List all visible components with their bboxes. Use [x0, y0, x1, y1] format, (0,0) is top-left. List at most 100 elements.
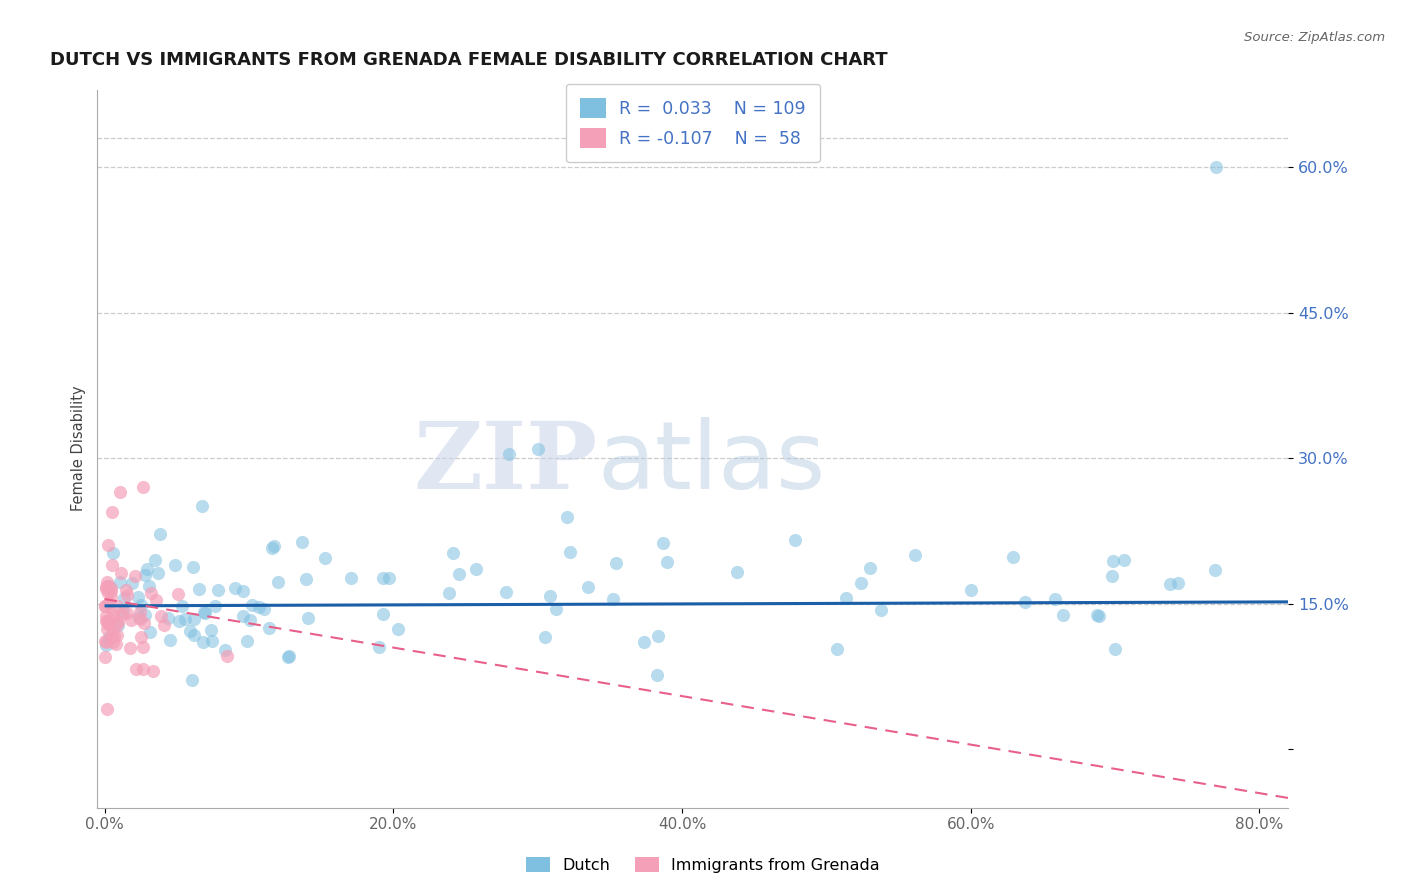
Point [291, 535, 314, 549]
Point [134, 568, 156, 582]
Point [1204, 563, 1226, 577]
Point [495, 584, 517, 599]
Point [138, 579, 160, 593]
Point [94, 599, 117, 614]
Point [191, 635, 214, 649]
Point [294, 572, 316, 586]
Point [100, 590, 122, 604]
Point [1114, 553, 1136, 567]
Point [538, 589, 561, 603]
Point [153, 618, 176, 632]
Point [193, 605, 215, 619]
Point [1014, 595, 1036, 609]
Point [96, 582, 118, 596]
Point [870, 603, 893, 617]
Point [236, 634, 259, 648]
Point [145, 553, 167, 567]
Point [129, 630, 152, 644]
Point [94, 635, 117, 649]
Point [118, 641, 141, 656]
Point [263, 539, 285, 553]
Point [97, 617, 120, 632]
Point [443, 546, 465, 560]
Point [725, 565, 748, 579]
Legend: R =  0.033    N = 109, R = -0.107    N =  58: R = 0.033 N = 109, R = -0.107 N = 58 [565, 84, 820, 162]
Point [339, 571, 361, 585]
Point [1045, 592, 1067, 607]
Point [128, 612, 150, 626]
Point [124, 568, 146, 582]
Point [859, 561, 882, 575]
Point [546, 602, 568, 616]
Point [371, 607, 394, 621]
Point [96, 702, 118, 716]
Point [157, 611, 180, 625]
Point [224, 581, 246, 595]
Point [173, 612, 195, 626]
Point [105, 627, 128, 641]
Point [785, 533, 807, 547]
Point [555, 510, 578, 524]
Point [232, 583, 254, 598]
Point [204, 599, 226, 613]
Point [498, 446, 520, 460]
Point [183, 612, 205, 626]
Point [959, 583, 981, 598]
Point [825, 641, 848, 656]
Point [134, 607, 156, 622]
Point [232, 608, 254, 623]
Point [134, 616, 156, 631]
Point [128, 610, 150, 624]
Point [117, 588, 139, 602]
Point [107, 599, 129, 613]
Point [1052, 608, 1074, 623]
Point [139, 586, 162, 600]
Y-axis label: Female Disability: Female Disability [72, 386, 86, 511]
Point [101, 634, 124, 648]
Point [115, 582, 138, 597]
Point [526, 442, 548, 456]
Point [181, 673, 204, 687]
Point [104, 637, 127, 651]
Point [651, 536, 673, 550]
Point [103, 608, 125, 623]
Point [108, 575, 131, 590]
Point [533, 630, 555, 644]
Point [117, 606, 139, 620]
Point [101, 546, 124, 560]
Point [132, 481, 155, 495]
Point [439, 586, 461, 600]
Point [238, 613, 260, 627]
Point [835, 591, 858, 605]
Point [1159, 577, 1181, 591]
Point [1205, 161, 1227, 175]
Point [191, 500, 214, 514]
Point [257, 621, 280, 635]
Point [111, 607, 134, 621]
Point [655, 555, 678, 569]
Point [1104, 641, 1126, 656]
Point [98, 616, 121, 631]
Point [129, 606, 152, 620]
Point [96, 579, 118, 593]
Point [371, 571, 394, 585]
Point [200, 623, 222, 637]
Point [904, 548, 927, 562]
Point [96, 615, 118, 629]
Point [576, 580, 599, 594]
Point [142, 664, 165, 678]
Point [1088, 608, 1111, 623]
Point [103, 629, 125, 643]
Point [107, 615, 129, 629]
Point [449, 566, 471, 581]
Point [1101, 554, 1123, 568]
Point [97, 538, 120, 552]
Point [1101, 569, 1123, 583]
Point [97, 585, 120, 599]
Text: Source: ZipAtlas.com: Source: ZipAtlas.com [1244, 31, 1385, 45]
Point [100, 582, 122, 596]
Point [167, 615, 190, 629]
Point [378, 571, 401, 585]
Point [100, 505, 122, 519]
Text: atlas: atlas [598, 417, 825, 509]
